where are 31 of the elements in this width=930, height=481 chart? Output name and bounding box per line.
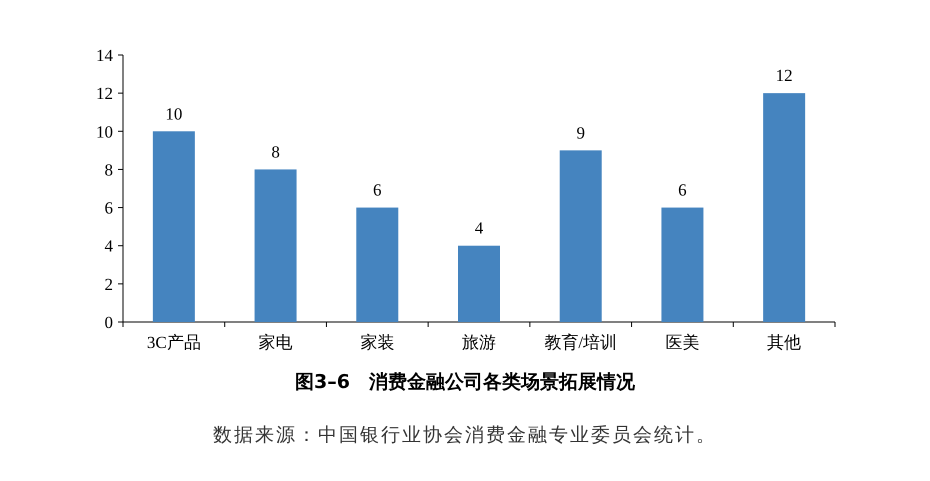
y-tick-label: 8: [104, 160, 113, 180]
data-label: 12: [776, 66, 793, 86]
bar: [560, 150, 602, 322]
x-tick-label: 其他: [767, 333, 802, 352]
x-tick-label: 家电: [258, 333, 293, 352]
data-label: 8: [271, 142, 280, 162]
y-tick-label: 14: [96, 46, 114, 65]
x-tick-label: 3C产品: [146, 333, 201, 352]
data-label: 4: [474, 218, 484, 238]
data-label: 6: [678, 180, 687, 200]
source-note: 数据来源：中国银行业协会消费金融专业委员会统计。: [213, 425, 717, 446]
y-tick-label: 12: [96, 84, 113, 104]
bar: [763, 93, 806, 322]
x-tick-label: 教育/培训: [544, 333, 618, 352]
x-tick-label: 旅游: [462, 333, 496, 352]
x-tick-label: 医美: [665, 333, 700, 352]
y-tick-label: 2: [104, 274, 113, 294]
y-tick-label: 0: [104, 313, 113, 332]
bar: [661, 208, 704, 322]
data-label: 6: [373, 180, 382, 200]
data-label: 10: [165, 104, 182, 124]
y-tick-label: 10: [96, 122, 113, 142]
x-tick-label: 家装: [360, 333, 394, 352]
bar: [356, 208, 398, 322]
y-tick-label: 4: [104, 236, 114, 256]
text: 图3–6 消费金融公司各类场景拓展情况: [295, 371, 636, 393]
y-tick-label: 6: [104, 198, 113, 218]
data-label: 9: [576, 123, 585, 142]
bar: [152, 131, 195, 322]
bar: [458, 246, 500, 322]
bar: [254, 169, 297, 322]
